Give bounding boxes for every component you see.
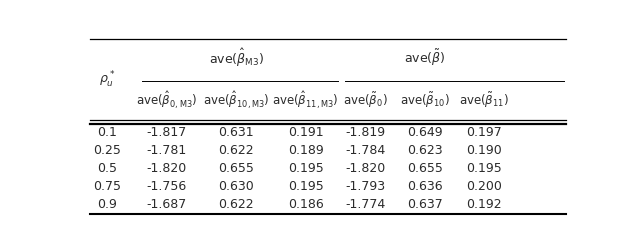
Text: -1.820: -1.820 — [345, 162, 385, 175]
Text: ave($\tilde{\beta}$): ave($\tilde{\beta}$) — [404, 48, 445, 68]
Text: 0.623: 0.623 — [407, 144, 442, 157]
Text: 0.25: 0.25 — [93, 144, 121, 157]
Text: 0.197: 0.197 — [467, 126, 502, 139]
Text: -1.793: -1.793 — [345, 180, 385, 193]
Text: 0.655: 0.655 — [218, 162, 254, 175]
Text: 0.192: 0.192 — [467, 198, 502, 211]
Text: 0.191: 0.191 — [288, 126, 323, 139]
Text: $\rho_u^*$: $\rho_u^*$ — [99, 69, 115, 90]
Text: ave($\hat{\beta}_{10,\mathrm{M3}}$): ave($\hat{\beta}_{10,\mathrm{M3}}$) — [203, 90, 269, 111]
Text: 0.195: 0.195 — [288, 180, 324, 193]
Text: -1.784: -1.784 — [345, 144, 385, 157]
Text: -1.774: -1.774 — [345, 198, 385, 211]
Text: 0.75: 0.75 — [93, 180, 122, 193]
Text: 0.9: 0.9 — [97, 198, 117, 211]
Text: 0.189: 0.189 — [288, 144, 324, 157]
Text: 0.655: 0.655 — [407, 162, 443, 175]
Text: -1.819: -1.819 — [345, 126, 385, 139]
Text: 0.195: 0.195 — [467, 162, 502, 175]
Text: 0.631: 0.631 — [218, 126, 254, 139]
Text: 0.5: 0.5 — [97, 162, 117, 175]
Text: -1.817: -1.817 — [147, 126, 187, 139]
Text: 0.200: 0.200 — [467, 180, 502, 193]
Text: 0.1: 0.1 — [97, 126, 117, 139]
Text: 0.622: 0.622 — [218, 144, 254, 157]
Text: -1.820: -1.820 — [147, 162, 187, 175]
Text: ave($\hat{\beta}_{\mathrm{M3}}$): ave($\hat{\beta}_{\mathrm{M3}}$) — [209, 47, 264, 69]
Text: -1.687: -1.687 — [147, 198, 187, 211]
Text: 0.190: 0.190 — [467, 144, 502, 157]
Text: ave($\hat{\beta}_{0,\mathrm{M3}}$): ave($\hat{\beta}_{0,\mathrm{M3}}$) — [136, 90, 198, 111]
Text: 0.622: 0.622 — [218, 198, 254, 211]
Text: 0.637: 0.637 — [407, 198, 443, 211]
Text: 0.186: 0.186 — [288, 198, 324, 211]
Text: 0.636: 0.636 — [407, 180, 442, 193]
Text: ave($\hat{\beta}_{11,\mathrm{M3}}$): ave($\hat{\beta}_{11,\mathrm{M3}}$) — [273, 90, 339, 111]
Text: ave($\tilde{\beta}_{10}$): ave($\tilde{\beta}_{10}$) — [400, 91, 450, 110]
Text: 0.649: 0.649 — [407, 126, 442, 139]
Text: ave($\tilde{\beta}_{11}$): ave($\tilde{\beta}_{11}$) — [460, 91, 509, 110]
Text: -1.756: -1.756 — [147, 180, 187, 193]
Text: ave($\tilde{\beta}_{0}$): ave($\tilde{\beta}_{0}$) — [343, 91, 388, 110]
Text: 0.630: 0.630 — [218, 180, 254, 193]
Text: -1.781: -1.781 — [147, 144, 187, 157]
Text: 0.195: 0.195 — [288, 162, 324, 175]
